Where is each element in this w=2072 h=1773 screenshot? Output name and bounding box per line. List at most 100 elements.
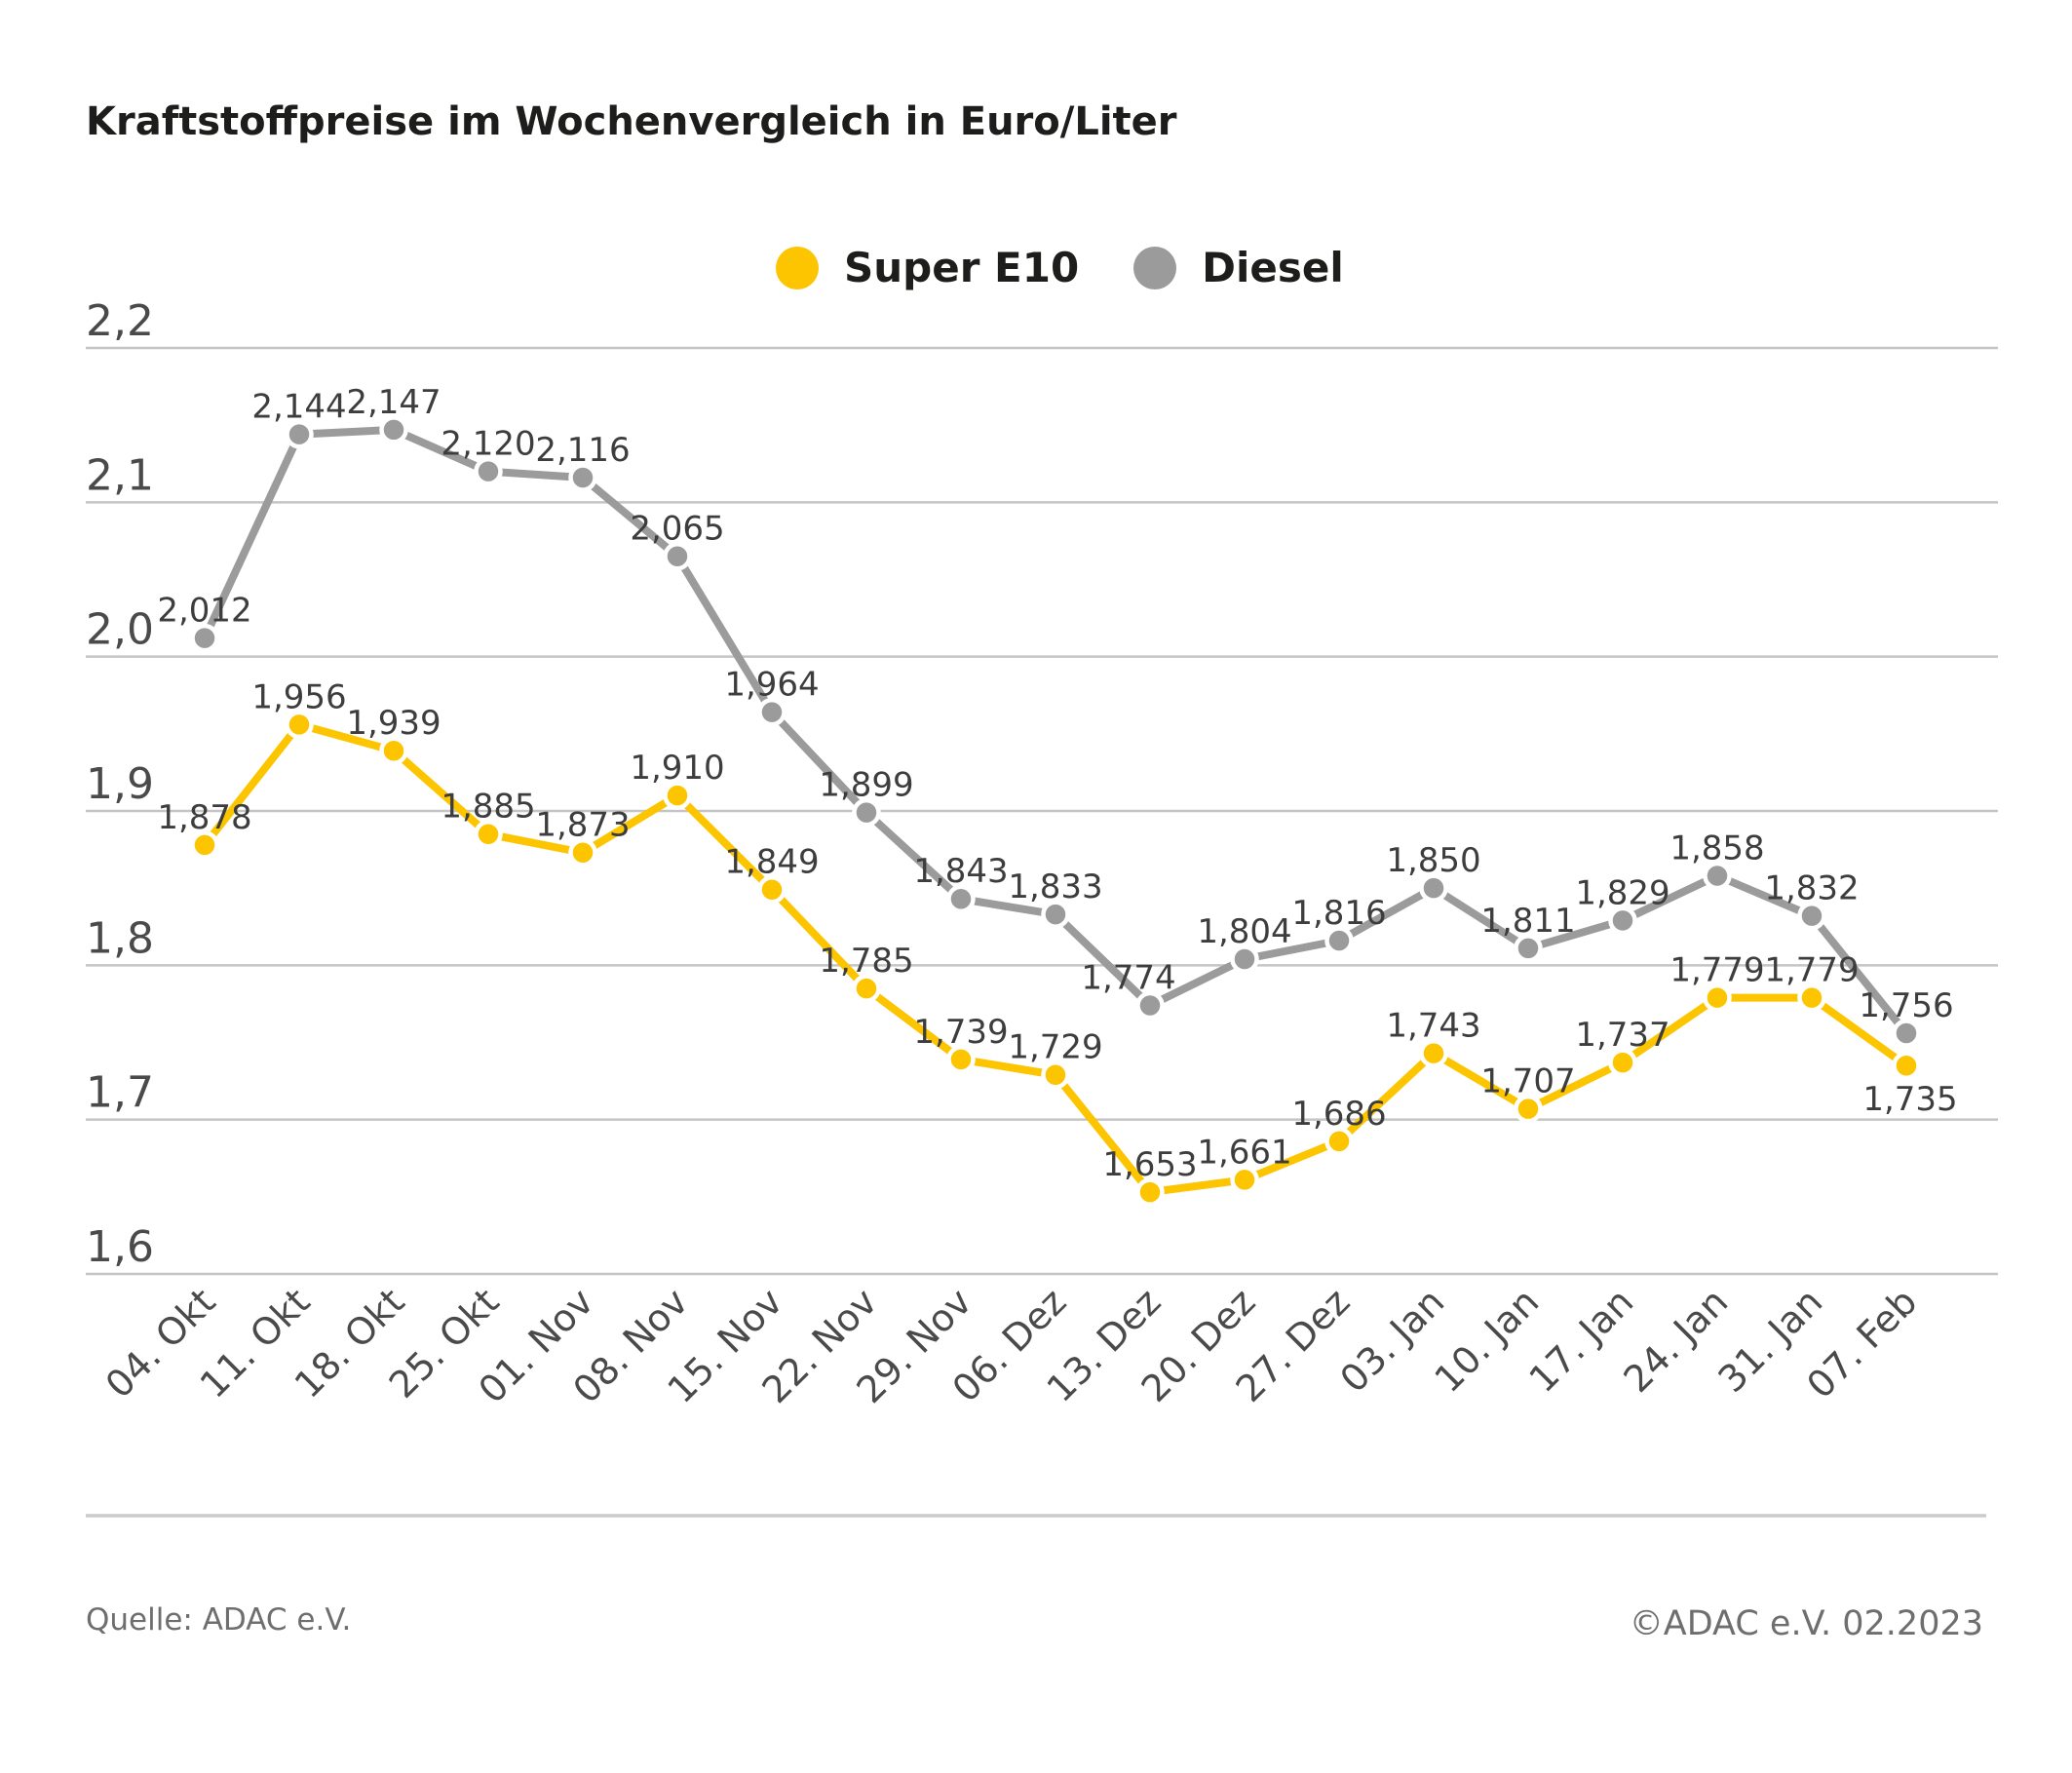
value-label: 1,774: [1081, 958, 1175, 997]
data-point-marker: [379, 415, 408, 444]
data-point-marker: [1703, 861, 1732, 891]
value-label: 2,147: [346, 383, 441, 422]
x-tick-label: 10. Jan: [1427, 1280, 1548, 1401]
data-point-marker: [757, 697, 787, 727]
value-label: 1,885: [441, 788, 535, 827]
data-point-marker: [1230, 944, 1259, 974]
data-point-marker: [1703, 983, 1732, 1013]
series-markers-diesel: [190, 415, 1921, 1048]
value-label: 1,756: [1859, 986, 1953, 1025]
data-point-marker: [1608, 1048, 1637, 1077]
value-label: 2,120: [441, 425, 535, 464]
value-label: 1,939: [346, 704, 441, 743]
y-tick-label: 1,8: [86, 913, 154, 963]
value-label: 1,779: [1669, 951, 1764, 990]
data-point-marker: [663, 781, 692, 810]
value-label: 1,956: [251, 677, 346, 716]
x-tick-label: 24. Jan: [1616, 1280, 1737, 1401]
data-point-marker: [190, 830, 219, 860]
value-label: 1,832: [1764, 869, 1859, 908]
value-label: 1,737: [1575, 1016, 1669, 1055]
legend-dot-super-e10-icon: [776, 246, 819, 289]
value-label: 1,849: [724, 843, 819, 882]
legend-label-super-e10: Super E10: [844, 244, 1080, 291]
data-point-marker: [946, 884, 976, 913]
data-point-marker: [379, 736, 408, 765]
value-label: 1,833: [1008, 867, 1102, 906]
data-point-marker: [663, 541, 692, 571]
data-point-marker: [1892, 1051, 1921, 1080]
data-point-marker: [568, 837, 597, 867]
y-tick-label: 2,0: [86, 605, 154, 655]
value-label: 2,116: [535, 431, 630, 470]
source-note: Quelle: ADAC e.V.: [86, 1602, 352, 1638]
value-label: 2,012: [157, 592, 251, 631]
copyright-note: ©ADAC e.V. 02.2023: [1629, 1604, 1983, 1643]
y-tick-labels: 2,2 2,1 2,0 1,9 1,8 1,7 1,6: [86, 296, 154, 1272]
data-point-marker: [1324, 926, 1354, 955]
data-point-marker: [1324, 1127, 1354, 1156]
value-label: 1,804: [1197, 912, 1291, 951]
value-label: 1,910: [630, 749, 724, 788]
y-tick-label: 2,2: [86, 296, 154, 346]
y-tick-label: 2,1: [86, 450, 154, 500]
data-point-marker: [1892, 1019, 1921, 1048]
data-point-marker: [1230, 1165, 1259, 1195]
legend-item-diesel: Diesel: [1133, 244, 1344, 291]
data-point-marker: [1419, 873, 1448, 903]
data-point-marker: [1514, 1094, 1543, 1124]
data-point-marker: [1041, 1060, 1070, 1090]
legend-item-super-e10: Super E10: [776, 244, 1079, 291]
value-label: 1,653: [1102, 1145, 1197, 1184]
data-point-marker: [474, 456, 503, 486]
series-markers-super-e10: [190, 710, 1921, 1207]
data-point-marker: [568, 463, 597, 492]
y-tick-label: 1,6: [86, 1222, 154, 1272]
value-label: 1,899: [819, 766, 913, 805]
data-point-marker: [946, 1045, 976, 1074]
data-point-marker: [757, 874, 787, 905]
data-point-marker: [1041, 900, 1070, 929]
data-point-marker: [852, 797, 881, 828]
y-tick-label: 1,9: [86, 759, 154, 809]
value-label: 1,858: [1669, 829, 1764, 867]
value-label: 2,144: [251, 388, 346, 427]
data-point-marker: [1419, 1038, 1448, 1068]
value-label: 1,707: [1480, 1062, 1575, 1101]
value-label: 1,739: [913, 1013, 1008, 1052]
data-point-marker: [285, 419, 314, 449]
chart-title: Kraftstoffpreise im Wochenvergleich in E…: [86, 99, 1177, 144]
data-point-marker: [285, 710, 314, 740]
value-label: 1,829: [1575, 873, 1669, 912]
value-label: 1,743: [1386, 1007, 1480, 1046]
data-point-marker: [1797, 901, 1826, 931]
data-point-marker: [1135, 990, 1165, 1021]
value-label: 1,686: [1291, 1095, 1386, 1134]
data-point-marker: [474, 819, 503, 849]
y-gridlines: [86, 346, 1998, 1276]
legend-label-diesel: Diesel: [1202, 244, 1344, 291]
value-label: 2,065: [630, 510, 724, 549]
data-point-marker: [1514, 934, 1543, 963]
data-point-marker: [1608, 906, 1637, 936]
y-tick-label: 1,7: [86, 1068, 154, 1118]
value-label: 1,873: [535, 806, 630, 845]
value-label: 1,661: [1197, 1133, 1291, 1172]
series-line-diesel: [201, 425, 1910, 1037]
data-point-marker: [1135, 1177, 1165, 1207]
data-point-marker: [190, 623, 219, 653]
x-tick-label: 17. Jan: [1521, 1280, 1642, 1401]
value-label: 1,850: [1386, 841, 1480, 880]
value-label: 1,811: [1480, 902, 1575, 941]
value-label: 1,816: [1291, 894, 1386, 933]
value-label: 1,964: [724, 666, 819, 705]
value-label: 1,878: [157, 798, 251, 837]
x-tick-label: 03. Jan: [1332, 1280, 1453, 1401]
value-label: 1,843: [913, 852, 1008, 891]
value-label: 1,735: [1862, 1080, 1957, 1119]
